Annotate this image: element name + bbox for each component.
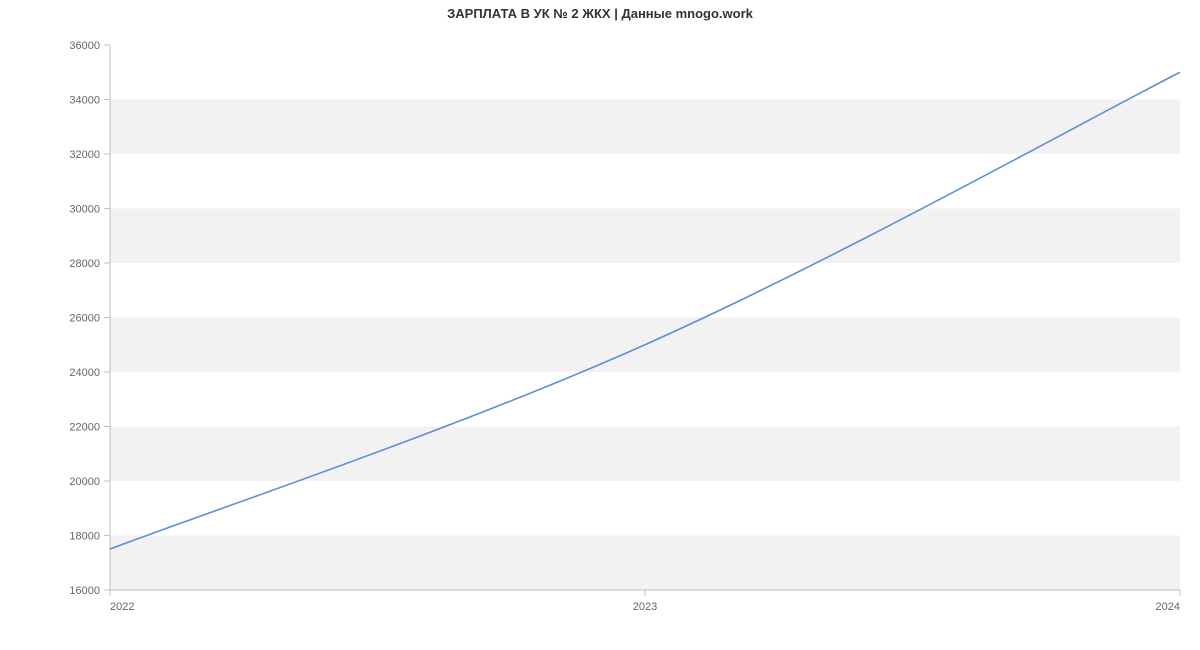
x-tick-label: 2023 (633, 601, 657, 613)
y-tick-label: 20000 (69, 476, 100, 488)
x-tick-label: 2022 (110, 601, 134, 613)
y-tick-label: 34000 (69, 95, 100, 107)
chart-svg: 16000 18000 20000 22000 24000 26000 28000 30000… (0, 0, 1200, 650)
y-tick-label: 22000 (69, 422, 100, 434)
y-tick-label: 24000 (69, 367, 100, 379)
grid-band (110, 536, 1180, 591)
y-tick-label: 26000 (69, 313, 100, 325)
y-tick-label: 32000 (69, 149, 100, 161)
grid-band (110, 209, 1180, 264)
y-tick-label: 16000 (69, 585, 100, 597)
y-tick-label: 36000 (69, 40, 100, 52)
x-tick-label: 2024 (1156, 601, 1180, 613)
grid-band (110, 100, 1180, 155)
grid-band (110, 427, 1180, 482)
chart-title: ЗАРПЛАТА В УК № 2 ЖКХ | Данные mnogo.wor… (0, 6, 1200, 21)
salary-chart: ЗАРПЛАТА В УК № 2 ЖКХ | Данные mnogo.wor… (0, 0, 1200, 650)
y-tick-label: 30000 (69, 204, 100, 216)
y-tick-label: 18000 (69, 531, 100, 543)
y-tick-label: 28000 (69, 258, 100, 270)
